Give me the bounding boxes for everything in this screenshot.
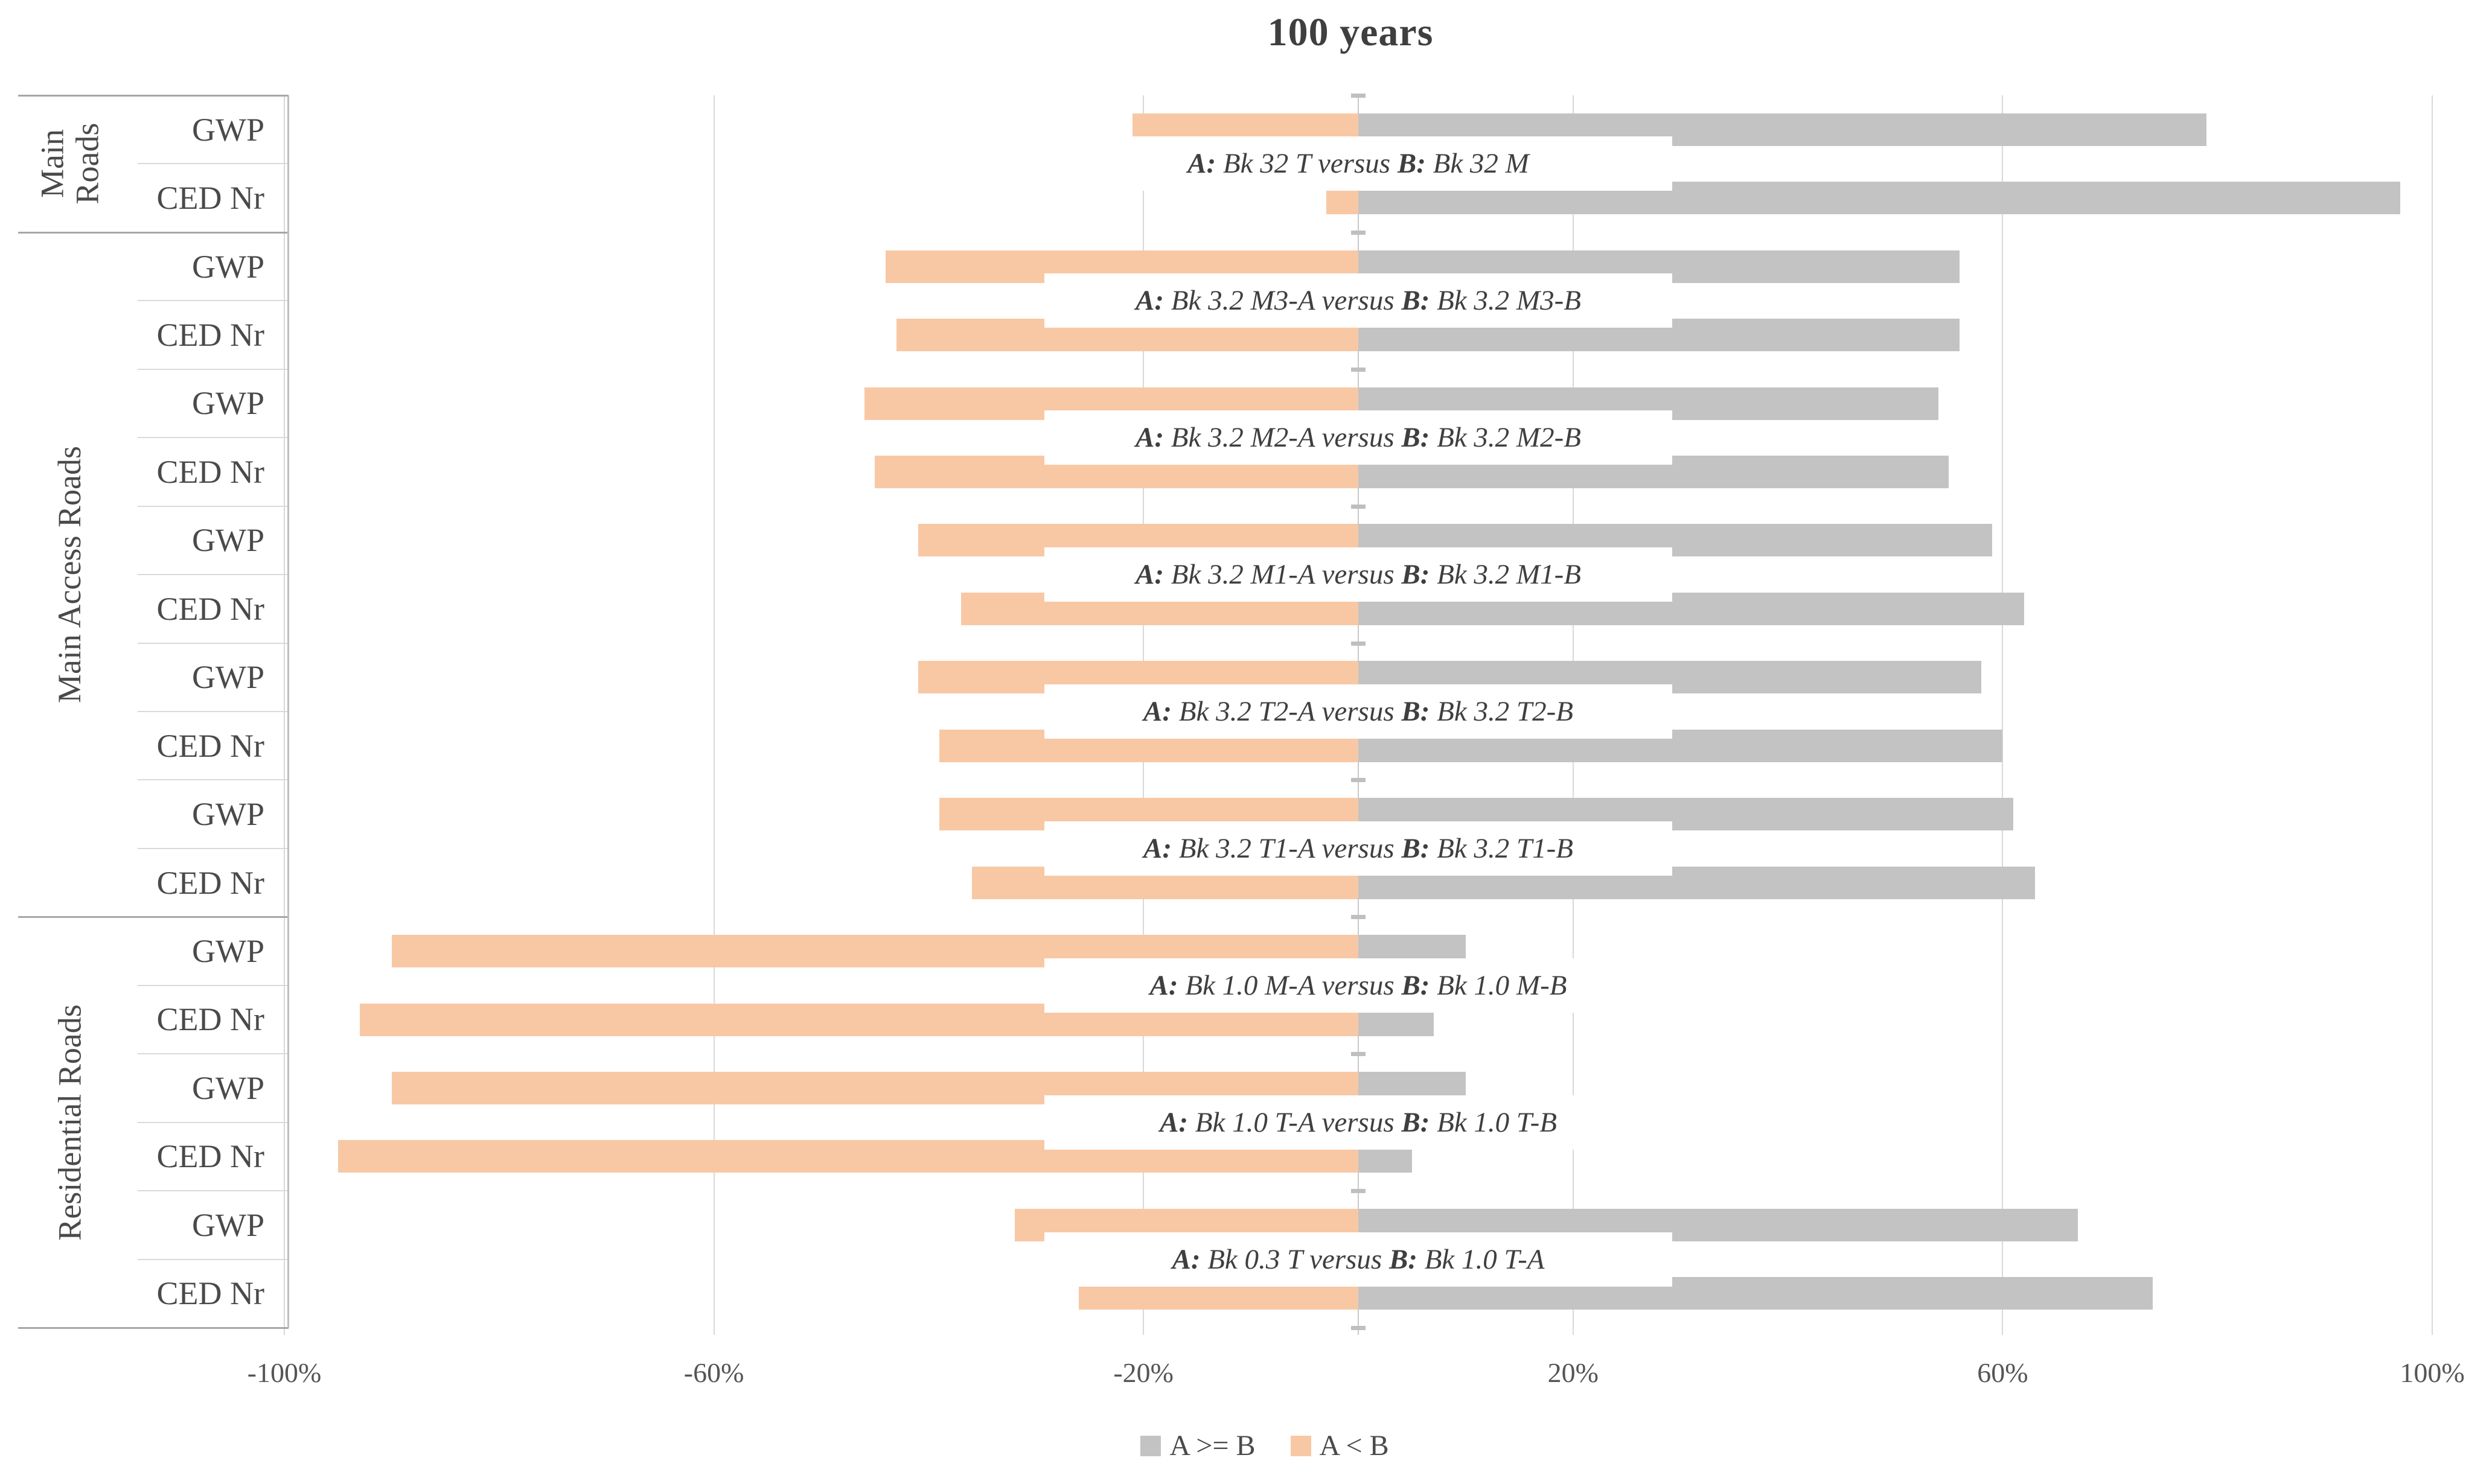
x-tick-label: -60% [683,1357,744,1388]
x-tick-label: 100% [2400,1357,2465,1388]
group-separator [18,95,289,97]
row-separator [138,300,289,302]
metric-label: GWP [192,796,264,833]
row-separator [138,642,289,644]
legend-item: A >= B [1140,1429,1256,1462]
metric-label: CED Nr [156,453,264,490]
axis-tick [1351,641,1366,646]
metric-label: GWP [192,111,264,148]
metric-label: GWP [192,933,264,970]
metric-label: CED Nr [156,1138,264,1175]
row-separator [138,1190,289,1192]
row-separator [138,1121,289,1123]
axis-tick [1351,778,1366,783]
axis-tick [1351,367,1366,372]
group-separator [18,231,289,234]
metric-label: CED Nr [156,864,264,901]
metric-label: CED Nr [156,727,264,764]
gridline [284,95,285,1335]
annotation: A: Bk 0.3 T versus B: Bk 1.0 T-A [1044,1232,1672,1287]
metric-label: GWP [192,659,264,696]
legend-swatch-icon [1290,1435,1311,1456]
axis-tick [1351,1326,1366,1330]
legend-label: A >= B [1169,1430,1256,1462]
annotation: A: Bk 1.0 M-A versus B: Bk 1.0 M-B [1044,958,1672,1013]
axis-tick [1351,230,1366,235]
row-separator [138,779,289,781]
group-separator [18,916,289,919]
legend-label: A < B [1319,1430,1389,1462]
annotation: A: Bk 1.0 T-A versus B: Bk 1.0 T-B [1044,1095,1672,1150]
axis-tick [1351,1052,1366,1057]
annotation: A: Bk 3.2 T1-A versus B: Bk 3.2 T1-B [1044,821,1672,876]
metric-label: CED Nr [156,1275,264,1312]
gridline [713,95,715,1335]
annotation: A: Bk 32 T versus B: Bk 32 M [1044,136,1672,191]
row-separator [138,574,289,576]
axis-tick [1351,504,1366,509]
metric-label: GWP [192,522,264,559]
axis-tick [1351,915,1366,920]
metric-label: GWP [192,248,264,285]
row-separator [138,437,289,439]
annotation: A: Bk 3.2 T2-A versus B: Bk 3.2 T2-B [1044,684,1672,739]
metric-label: GWP [192,1206,264,1243]
row-separator [138,711,289,712]
metric-label: GWP [192,385,264,422]
legend: A >= B A < B [19,1429,2492,1462]
annotation: A: Bk 3.2 M3-A versus B: Bk 3.2 M3-B [1044,273,1672,328]
chart-title: 100 years [1267,10,1434,54]
x-tick-label: -100% [247,1357,322,1388]
gridline [2002,95,2004,1335]
axis-tick [1351,1189,1366,1194]
row-separator [138,847,289,849]
gridline [2432,95,2433,1335]
annotation: A: Bk 3.2 M1-A versus B: Bk 3.2 M1-B [1044,547,1672,602]
metric-label: GWP [192,1069,264,1106]
table-border [287,95,289,1328]
metric-label: CED Nr [156,180,264,217]
axis-tick [1351,94,1366,98]
metric-label: CED Nr [156,590,264,627]
row-separator [138,1053,289,1055]
x-tick-label: 20% [1547,1357,1599,1388]
row-separator [138,368,289,370]
metric-label: CED Nr [156,1001,264,1038]
legend-item: A < B [1290,1429,1389,1462]
legend-swatch-icon [1140,1435,1161,1456]
row-separator [138,1258,289,1260]
x-tick-label: -20% [1113,1357,1174,1388]
x-tick-label: 60% [1977,1357,2028,1388]
group-separator [18,1327,289,1329]
annotation: A: Bk 3.2 M2-A versus B: Bk 3.2 M2-B [1044,410,1672,465]
row-separator [138,984,289,986]
row-separator [138,163,289,165]
category-label-table: GWP CED Nr GWP CED Nr GWP CED Nr GWP CED Nr GWP C… [0,0,302,1484]
metric-label: CED Nr [156,317,264,354]
row-separator [138,505,289,507]
